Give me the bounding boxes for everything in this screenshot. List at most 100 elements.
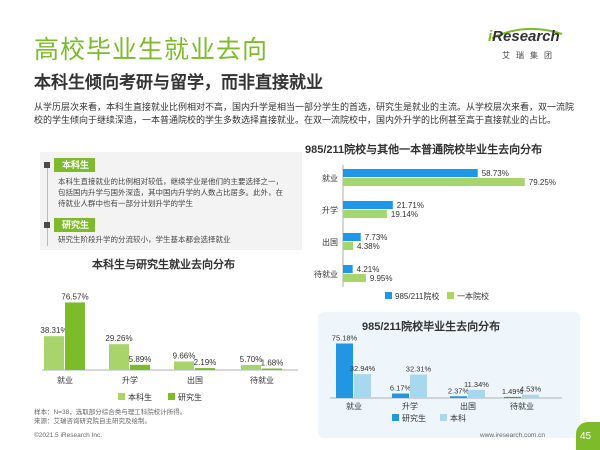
data-label: 5.70% <box>240 355 263 364</box>
bar-undergrad <box>44 336 64 370</box>
logo-brand-text: iResearch <box>488 28 560 45</box>
bar-985-211 <box>343 169 478 177</box>
page-number: 45 <box>580 431 592 442</box>
legend-label: 985/211院校 <box>395 291 439 301</box>
page-number-tab <box>576 422 600 450</box>
footnote-sample: 样本：N=38，选取部分综合类与理工科院校计所得。 <box>34 409 187 416</box>
legend-swatch <box>440 414 447 421</box>
chart-985-211: 75.18% 32.94% 就业 6.17% 32.31% 升学 2.37%11.34% 出国… <box>330 333 562 423</box>
tick-label: 待就业 <box>314 269 338 279</box>
legend-swatch <box>447 292 454 299</box>
bar-undergrad <box>174 361 194 370</box>
note-bullet-icon <box>44 162 50 168</box>
tick-label: 升学 <box>402 401 418 411</box>
data-label: 21.71% <box>397 201 424 210</box>
bar-graduate <box>392 393 409 398</box>
iresearch-logo: iResearch 艾瑞集团 <box>486 26 566 71</box>
data-label: 75.18% <box>332 333 358 342</box>
legend-swatch <box>392 414 399 421</box>
bar-985-211 <box>343 201 393 209</box>
bar-undergrad <box>468 389 485 398</box>
tick-label: 待就业 <box>510 401 534 411</box>
legend-label: 研究生 <box>402 413 426 423</box>
tick-label: 就业 <box>57 375 73 385</box>
bar-graduate <box>450 396 467 398</box>
data-label: 5.89% <box>129 355 152 364</box>
bar-graduate <box>65 302 85 370</box>
note-text-graduate: 研究生阶段升学的分流较小，学生基本都会选择就业 <box>58 235 231 244</box>
footnote-source: 来源：艾瑞咨询研究院自主研究及绘制。 <box>34 418 151 425</box>
logo-brand-i: i <box>488 28 493 45</box>
chart-degree-level: 38.31% 76.57% 就业 29.26% 5.89% 升学 9.66%2.19% 出国 5… <box>40 292 298 402</box>
logo-swoosh-icon <box>491 27 563 39</box>
bar-undergrad <box>241 364 261 370</box>
tick-label: 就业 <box>322 173 338 183</box>
bar-graduate <box>262 368 282 370</box>
chart-school-level: 58.73% 79.25% 就业 21.71%19.14% 升学 7.73%4.38% 出国… <box>314 165 556 301</box>
legend-swatch <box>118 393 125 400</box>
chart-title-degree-level: 本科生与研究生就业去向分布 <box>92 259 235 271</box>
website-link[interactable]: www.iresearch.com.cn <box>480 432 546 439</box>
legend-label: 一本院校 <box>457 291 489 301</box>
tick-label: 出国 <box>322 237 338 247</box>
bar-tier1 <box>343 178 525 186</box>
bar-graduate <box>336 343 353 398</box>
legend-label: 本科生 <box>128 392 152 402</box>
data-label: 11.34% <box>464 380 489 389</box>
tick-label: 待就业 <box>250 375 274 385</box>
bar-tier1 <box>343 274 366 282</box>
tick-label: 出国 <box>187 375 203 385</box>
bar-tier1 <box>343 210 387 218</box>
bar-graduate <box>195 368 215 370</box>
bar-tier1 <box>343 242 354 250</box>
data-label: 1.49% <box>502 387 524 396</box>
page-subtitle: 本科生倾向考研与留学，而非直接就业 <box>34 73 323 92</box>
data-label: 9.95% <box>370 274 393 283</box>
bar-graduate <box>130 364 150 370</box>
data-label: 6.17% <box>390 384 412 393</box>
note-text-undergrad: 本科生直接就业的比例相对较低，继续学业是他们的主要选择之一，包括国内升学与国外深… <box>58 177 283 208</box>
data-label: 4.21% <box>357 265 380 274</box>
data-label: 2.37% <box>448 386 470 395</box>
data-label: 7.73% <box>365 233 388 242</box>
legend-label: 本科 <box>450 413 466 423</box>
tick-label: 出国 <box>460 401 476 411</box>
bar-undergrad <box>109 344 129 370</box>
bar-undergrad <box>354 374 371 398</box>
logo-chinese-text: 艾瑞集团 <box>502 51 558 60</box>
chart-title-985-211: 985/211院校毕业生去向分布 <box>362 321 501 333</box>
page-title: 高校毕业生就业去向 <box>34 36 269 64</box>
legend-label: 研究生 <box>178 392 202 402</box>
bar-undergrad <box>522 394 539 398</box>
chart-title-school-level: 985/211院校与其他一本普通院校毕业生去向分布 <box>305 144 543 156</box>
data-label: 4.53% <box>520 385 542 394</box>
data-label: 38.31% <box>40 326 67 335</box>
bar-985-211 <box>343 265 353 273</box>
data-label: 32.31% <box>406 365 432 374</box>
logo-brand-rest: Research <box>492 28 560 45</box>
intro-paragraph: 从学历层次来看，本科生直接就业比例相对不高，国内升学是相当一部分学生的首选，研究… <box>34 102 575 125</box>
bar-985-211 <box>343 233 361 241</box>
data-label: 79.25% <box>529 178 556 187</box>
legend-swatch <box>385 292 392 299</box>
note-bullet-icon <box>44 222 50 228</box>
note-tag-undergrad: 本科生 <box>54 158 96 172</box>
tick-label: 升学 <box>122 375 138 385</box>
notes-divider-line <box>47 168 48 246</box>
data-label: 76.57% <box>61 292 88 301</box>
tick-label: 升学 <box>322 205 338 215</box>
copyright: ©2021.5 iResearch Inc. <box>34 432 103 439</box>
data-label: 32.94% <box>350 364 376 373</box>
bar-graduate <box>504 396 521 398</box>
footnote: 样本：N=38，选取部分综合类与理工科院校计所得。 来源：艾瑞咨询研究院自主研究… <box>34 408 186 426</box>
data-label: 9.66% <box>173 351 196 360</box>
legend-swatch <box>168 393 175 400</box>
note-tag-graduate: 研究生 <box>54 218 96 232</box>
data-label: 4.38% <box>357 242 380 251</box>
bar-undergrad <box>410 374 427 398</box>
data-label: 1.68% <box>261 359 284 368</box>
tick-label: 就业 <box>346 401 362 411</box>
data-label: 2.19% <box>194 358 217 367</box>
data-label: 29.26% <box>105 334 132 343</box>
data-label: 19.14% <box>391 210 418 219</box>
